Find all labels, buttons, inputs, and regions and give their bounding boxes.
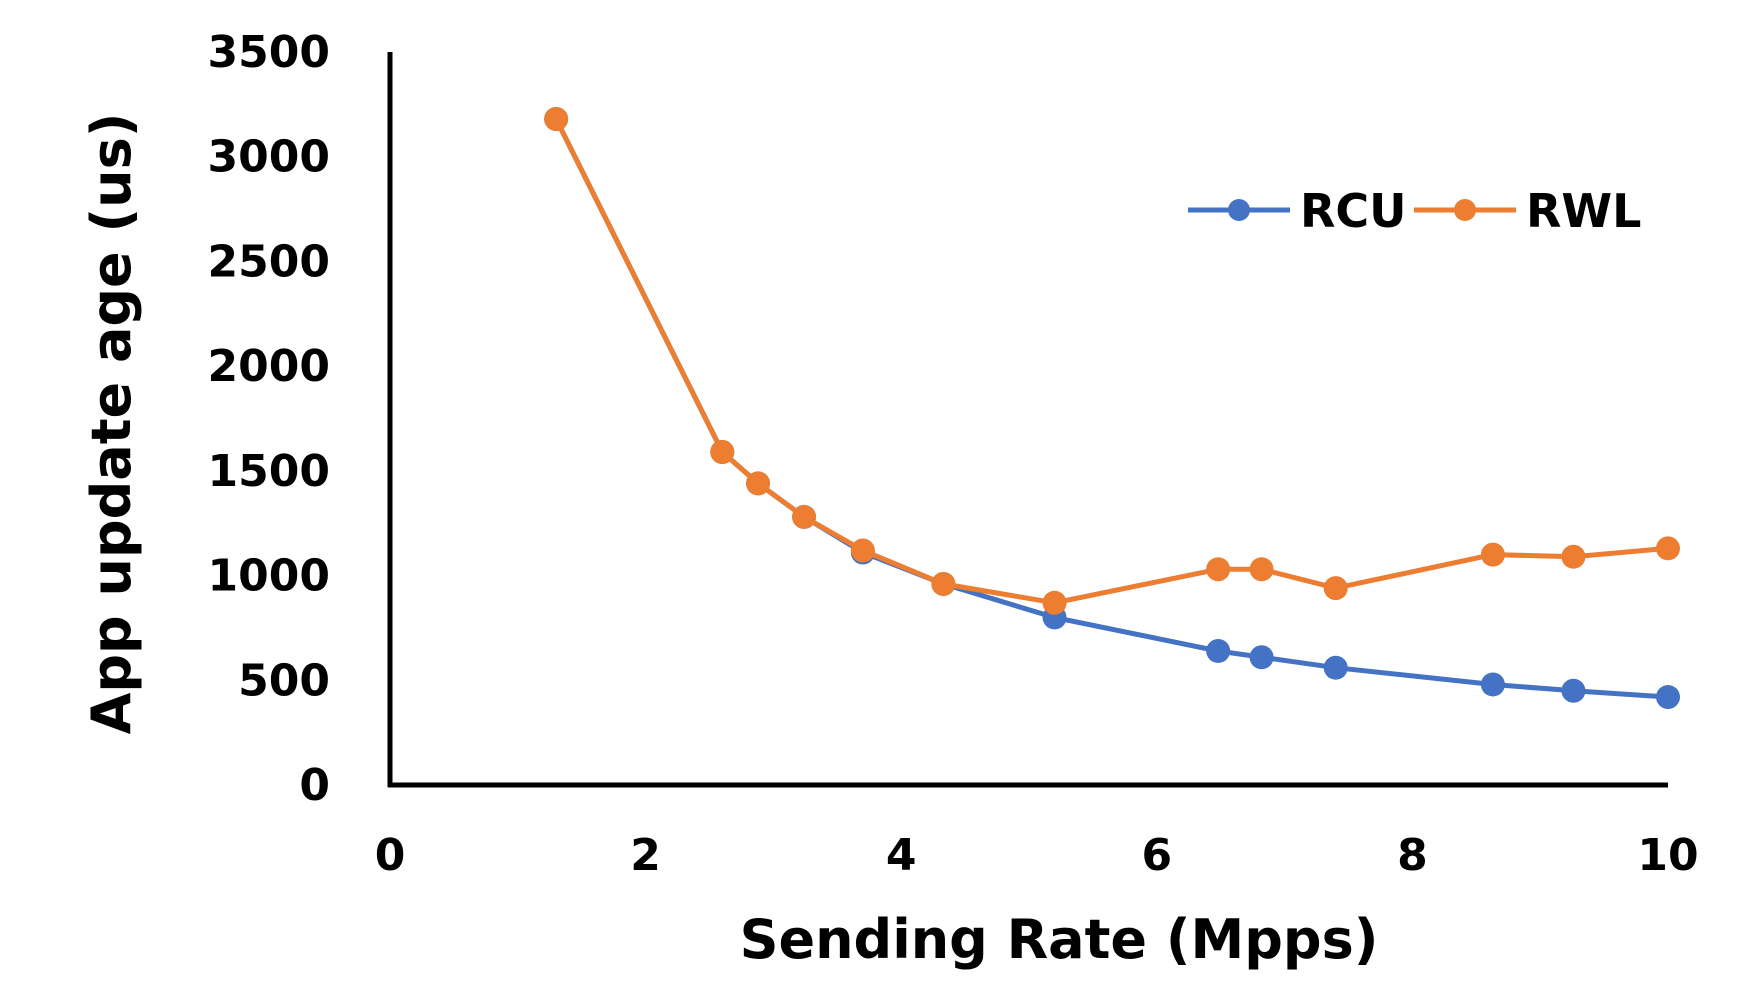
legend-label-rcu: RCU xyxy=(1300,184,1407,238)
data-point-rwl xyxy=(1323,576,1348,601)
data-point-rwl xyxy=(746,471,771,496)
y-tick-label: 2000 xyxy=(208,341,330,392)
series-line-rcu xyxy=(553,117,1669,700)
x-tick-label: 8 xyxy=(1397,830,1428,881)
y-tick-label: 3000 xyxy=(208,132,330,183)
data-point-rwl xyxy=(1480,542,1505,567)
y-axis-ticks: 0 500 1000 1500 2000 2500 3000 3500 xyxy=(208,27,330,811)
y-tick-label: 0 xyxy=(299,760,330,811)
data-point-rcu xyxy=(1480,672,1505,697)
x-axis-title: Sending Rate (Mpps) xyxy=(740,908,1379,971)
data-point-rwl xyxy=(1206,557,1231,582)
data-point-rwl xyxy=(1656,536,1680,561)
x-tick-label: 0 xyxy=(375,830,406,881)
series-layer xyxy=(544,107,1680,710)
y-tick-label: 2500 xyxy=(208,236,330,287)
data-point-rwl xyxy=(850,538,875,563)
data-point-rcu xyxy=(1323,655,1348,680)
data-point-rcu xyxy=(1561,678,1586,703)
series-line-rwl xyxy=(553,117,1669,606)
x-tick-label: 6 xyxy=(1141,830,1172,881)
legend-label-rwl: RWL xyxy=(1526,184,1641,238)
y-tick-label: 1500 xyxy=(208,446,330,497)
data-point-rwl xyxy=(931,571,956,596)
data-point-rcu xyxy=(1656,685,1680,710)
data-point-rcu xyxy=(1249,645,1274,670)
data-point-rwl xyxy=(1042,590,1067,615)
legend-marker-rcu xyxy=(1228,199,1250,221)
y-tick-label: 500 xyxy=(238,655,330,706)
y-tick-label: 3500 xyxy=(208,27,330,78)
x-axis-ticks: 0 2 4 6 8 10 xyxy=(375,830,1699,881)
data-point-rcu xyxy=(1206,638,1231,663)
y-axis-title: App update age (us) xyxy=(80,113,143,735)
series-rwl xyxy=(544,107,1680,615)
legend: RCU RWL xyxy=(1188,184,1641,238)
y-tick-label: 1000 xyxy=(208,551,330,602)
data-point-rwl xyxy=(792,504,817,529)
data-point-rwl xyxy=(710,440,735,465)
x-tick-label: 10 xyxy=(1637,830,1698,881)
data-point-rwl xyxy=(544,107,569,132)
data-point-rwl xyxy=(1561,544,1586,569)
legend-marker-rwl xyxy=(1454,199,1476,221)
x-tick-label: 2 xyxy=(630,830,661,881)
data-point-rwl xyxy=(1249,557,1274,582)
x-tick-label: 4 xyxy=(886,830,917,881)
series-rcu xyxy=(544,107,1680,710)
